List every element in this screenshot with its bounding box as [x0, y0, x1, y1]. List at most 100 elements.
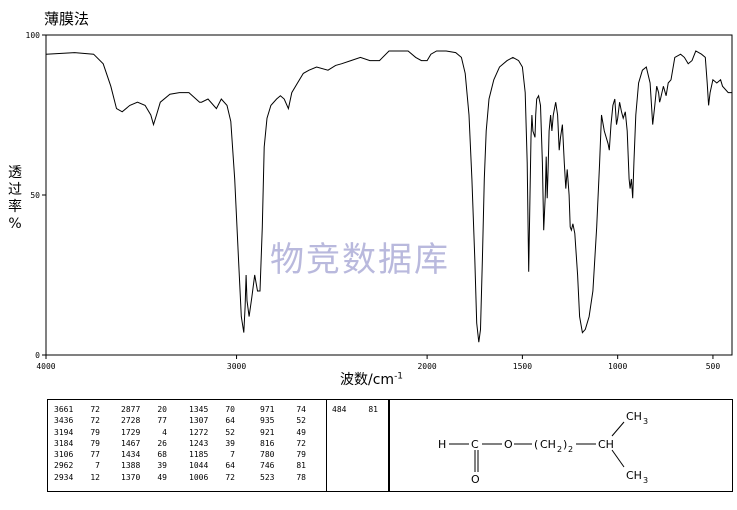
y-axis-label-char: 透 [8, 165, 22, 181]
peak-wavenumber: 484 [332, 405, 347, 414]
atom-o-carbonyl: O [471, 473, 480, 486]
paren-close: ) [563, 438, 567, 451]
peak-table-row: 3106 77 [54, 449, 100, 460]
peak-table-row: 746 81 [260, 460, 306, 471]
axis-ticks: 4000 3000 2000 1500 1000 500 0 50 100 [26, 31, 721, 371]
peak-table-row: 3184 79 [54, 438, 100, 449]
peak-wavenumber: 1307 [189, 416, 209, 426]
peak-table-row: 1729 4 [121, 427, 167, 438]
peak-wavenumber: 1370 [121, 472, 141, 482]
x-tick-label: 1000 [608, 362, 627, 371]
peak-table-row: 484 81 [332, 404, 378, 415]
peak-transmittance: 70 [225, 405, 235, 414]
peak-table-row: 1243 39 [189, 438, 235, 449]
plot-frame [45, 34, 733, 356]
y-tick-label: 0 [35, 351, 40, 360]
peak-wavenumber: 3106 [54, 450, 74, 460]
group-ch3-top: CH [626, 410, 642, 423]
peak-table-row: 780 79 [260, 449, 306, 460]
y-tick-label: 50 [30, 191, 40, 200]
bond-ch-ch3-bottom [611, 449, 625, 468]
x-tick-label: 1500 [513, 362, 532, 371]
peak-wavenumber: 816 [260, 438, 275, 448]
peak-wavenumber: 1345 [189, 405, 209, 414]
peak-wavenumber: 2728 [121, 416, 141, 426]
structure-panel: H C O O ( CH 2 ) 2 CH CH 3 CH 3 [389, 399, 733, 492]
peak-transmittance: 72 [225, 472, 235, 482]
peak-transmittance: 7 [95, 461, 100, 471]
bond-ch-ch3-top [611, 421, 625, 437]
peak-table-row: 1467 26 [121, 438, 167, 449]
peak-table-row: 1044 64 [189, 460, 235, 471]
peak-transmittance: 72 [90, 405, 100, 414]
x-tick-label: 2000 [417, 362, 436, 371]
peak-wavenumber: 3184 [54, 438, 74, 448]
peak-table-row: 1006 72 [189, 472, 235, 483]
peak-table-row: 1434 68 [121, 449, 167, 460]
y-tick-label: 100 [26, 31, 41, 40]
peak-table-row: 523 78 [260, 472, 306, 483]
peak-transmittance: 79 [90, 438, 100, 448]
atom-c1: C [471, 438, 479, 451]
peak-wavenumber: 1243 [189, 438, 209, 448]
peak-table-row: 3661 72 [54, 404, 100, 415]
peak-transmittance: 49 [296, 427, 306, 437]
peak-table-row: 2934 12 [54, 472, 100, 483]
paren-open: ( [534, 438, 538, 451]
peak-table: 3661 72 3436 72 3194 79 3184 79 3106 77 2962 7 2934 1… [47, 399, 389, 492]
peak-wavenumber: 2877 [121, 405, 141, 414]
peak-table-column: 971 74 935 52 921 49 816 72 780 79 746 81 523 78 [260, 404, 306, 483]
peak-wavenumber: 2934 [54, 472, 74, 482]
peak-table-row: 3436 72 [54, 415, 100, 426]
peak-transmittance: 81 [296, 461, 306, 471]
y-axis-label-char: % [8, 216, 22, 232]
peak-transmittance: 72 [296, 438, 306, 448]
peak-table-column: 2877 20 2728 77 1729 4 1467 26 1434 68 1388 39 1370 4… [121, 404, 167, 483]
group-ch2: CH [540, 438, 556, 451]
peak-transmittance: 39 [225, 438, 235, 448]
peak-transmittance: 77 [90, 450, 100, 460]
y-axis-label-char: 率 [8, 199, 22, 215]
watermark: 物竞数据库 [270, 240, 450, 280]
peak-wavenumber: 1388 [121, 461, 141, 471]
peak-wavenumber: 1434 [121, 450, 141, 460]
peak-table-row: 2877 20 [121, 404, 167, 415]
subscript-n: 2 [568, 445, 573, 454]
peak-transmittance: 81 [368, 405, 378, 414]
page-title: 薄膜法 [44, 10, 90, 28]
peak-wavenumber: 1467 [121, 438, 141, 448]
peak-transmittance: 12 [90, 472, 100, 482]
peak-wavenumber: 3661 [54, 405, 74, 414]
peak-transmittance: 49 [157, 472, 167, 482]
x-axis-label: 波数/cm-1 [340, 369, 403, 389]
group-ch3-bottom: CH [626, 469, 642, 482]
group-ch: CH [598, 438, 614, 451]
peak-table-row: 1388 39 [121, 460, 167, 471]
peak-wavenumber: 921 [260, 427, 275, 437]
x-tick-label: 500 [706, 362, 721, 371]
peak-wavenumber: 3436 [54, 416, 74, 426]
peak-wavenumber: 1044 [189, 461, 209, 471]
peak-wavenumber: 1272 [189, 427, 209, 437]
peak-transmittance: 39 [157, 461, 167, 471]
subscript-2: 2 [557, 445, 562, 454]
atom-h: H [438, 438, 446, 451]
peak-table-row: 3194 79 [54, 427, 100, 438]
ir-spectrum-chart: 4000 3000 2000 1500 1000 500 0 50 100 [26, 31, 733, 371]
peak-table-row: 2728 77 [121, 415, 167, 426]
peak-wavenumber: 971 [260, 405, 275, 414]
peak-table-row: 816 72 [260, 438, 306, 449]
x-tick-label: 3000 [227, 362, 246, 371]
peak-wavenumber: 780 [260, 450, 275, 460]
subscript-3-top: 3 [643, 417, 648, 426]
peak-transmittance: 52 [225, 427, 235, 437]
peak-table-divider [326, 400, 327, 491]
peak-transmittance: 52 [296, 416, 306, 426]
peak-table-row: 1345 70 [189, 404, 235, 415]
peak-table-row: 1272 52 [189, 427, 235, 438]
peak-transmittance: 20 [157, 405, 167, 414]
peak-wavenumber: 3194 [54, 427, 74, 437]
peak-wavenumber: 1729 [121, 427, 141, 437]
peak-table-row: 1370 49 [121, 472, 167, 483]
peak-transmittance: 78 [296, 472, 306, 482]
